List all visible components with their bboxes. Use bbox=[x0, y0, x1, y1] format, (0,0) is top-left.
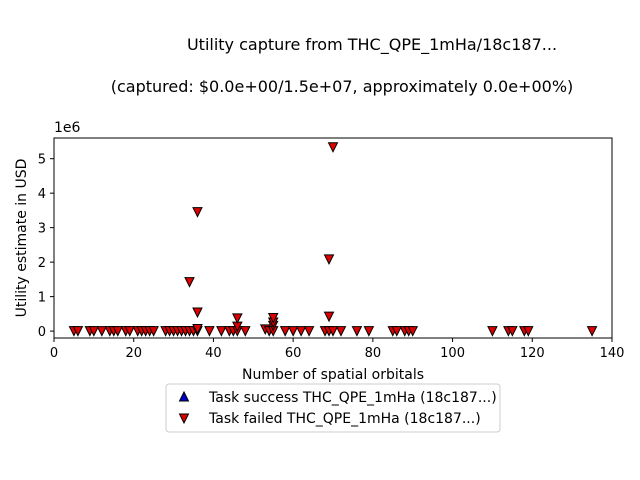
data-point-failed bbox=[72, 326, 84, 337]
x-axis-label: Number of spatial orbitals bbox=[242, 367, 424, 383]
y-tick-label: 2 bbox=[38, 256, 46, 271]
data-point-failed bbox=[407, 326, 419, 337]
data-point-failed bbox=[192, 307, 203, 319]
chart-title-line-1: Utility capture from THC_QPE_1mHa/18c187… bbox=[187, 35, 557, 55]
x-tick-label: 60 bbox=[285, 346, 302, 361]
data-point-failed bbox=[240, 326, 251, 337]
data-point-failed bbox=[216, 326, 227, 337]
y-tick-label: 1 bbox=[38, 291, 46, 306]
legend: Task success THC_QPE_1mHa (18c187...) Ta… bbox=[165, 383, 501, 433]
x-tick-label: 0 bbox=[50, 346, 58, 361]
x-axis-ticks: 0 20 40 60 80 100 120 140 bbox=[50, 338, 625, 361]
y-tick-label: 4 bbox=[38, 187, 46, 202]
y-tick-label: 3 bbox=[38, 222, 46, 237]
data-point-failed bbox=[96, 326, 108, 337]
legend-label-failed: Task failed THC_QPE_1mHa (18c187...) bbox=[208, 411, 481, 427]
data-points bbox=[68, 142, 598, 337]
legend-label-success: Task success THC_QPE_1mHa (18c187...) bbox=[208, 390, 497, 406]
data-point-failed bbox=[351, 326, 363, 337]
legend-marker-failed bbox=[178, 413, 190, 425]
x-tick-label: 40 bbox=[205, 346, 222, 361]
y-tick-label: 5 bbox=[38, 153, 46, 168]
data-point-failed bbox=[522, 326, 534, 337]
data-point-failed bbox=[287, 326, 299, 337]
legend-marker-success bbox=[178, 390, 190, 402]
data-point-failed bbox=[487, 326, 498, 337]
x-tick-label: 120 bbox=[520, 346, 545, 361]
data-point-failed bbox=[507, 326, 518, 337]
data-point-failed bbox=[303, 326, 315, 337]
data-point-failed bbox=[192, 207, 203, 218]
x-tick-label: 20 bbox=[125, 346, 142, 361]
y-axis-ticks: 0 1 2 3 4 5 bbox=[38, 153, 54, 340]
data-point-failed bbox=[323, 311, 335, 323]
data-point-failed bbox=[192, 324, 203, 335]
data-point-failed bbox=[586, 326, 598, 337]
legend-frame bbox=[165, 383, 501, 433]
data-point-failed bbox=[112, 326, 124, 337]
data-point-failed bbox=[267, 313, 279, 324]
y-offset-label: 1e6 bbox=[54, 120, 81, 136]
data-point-failed bbox=[363, 326, 375, 337]
data-point-failed bbox=[232, 313, 243, 324]
data-point-failed bbox=[327, 326, 339, 337]
data-point-failed bbox=[335, 326, 347, 337]
data-point-failed bbox=[88, 326, 100, 337]
data-point-failed bbox=[124, 326, 136, 337]
plot-area bbox=[53, 137, 613, 339]
data-point-failed bbox=[148, 326, 159, 337]
x-tick-label: 100 bbox=[440, 346, 465, 361]
y-tick-label: 0 bbox=[38, 325, 46, 340]
data-point-failed bbox=[295, 326, 307, 337]
data-point-failed bbox=[327, 142, 339, 153]
axes-frame bbox=[53, 137, 613, 339]
y-axis-label: Utility estimate in USD bbox=[14, 159, 30, 318]
data-point-failed bbox=[204, 326, 215, 337]
chart-title-line-2: (captured: $0.0e+00/1.5e+07, approximate… bbox=[111, 77, 574, 96]
data-point-failed bbox=[279, 326, 291, 337]
data-point-failed bbox=[184, 277, 195, 288]
data-point-failed bbox=[323, 254, 335, 265]
data-point-failed bbox=[391, 326, 403, 337]
x-tick-label: 80 bbox=[365, 346, 382, 361]
x-tick-label: 140 bbox=[600, 346, 625, 361]
